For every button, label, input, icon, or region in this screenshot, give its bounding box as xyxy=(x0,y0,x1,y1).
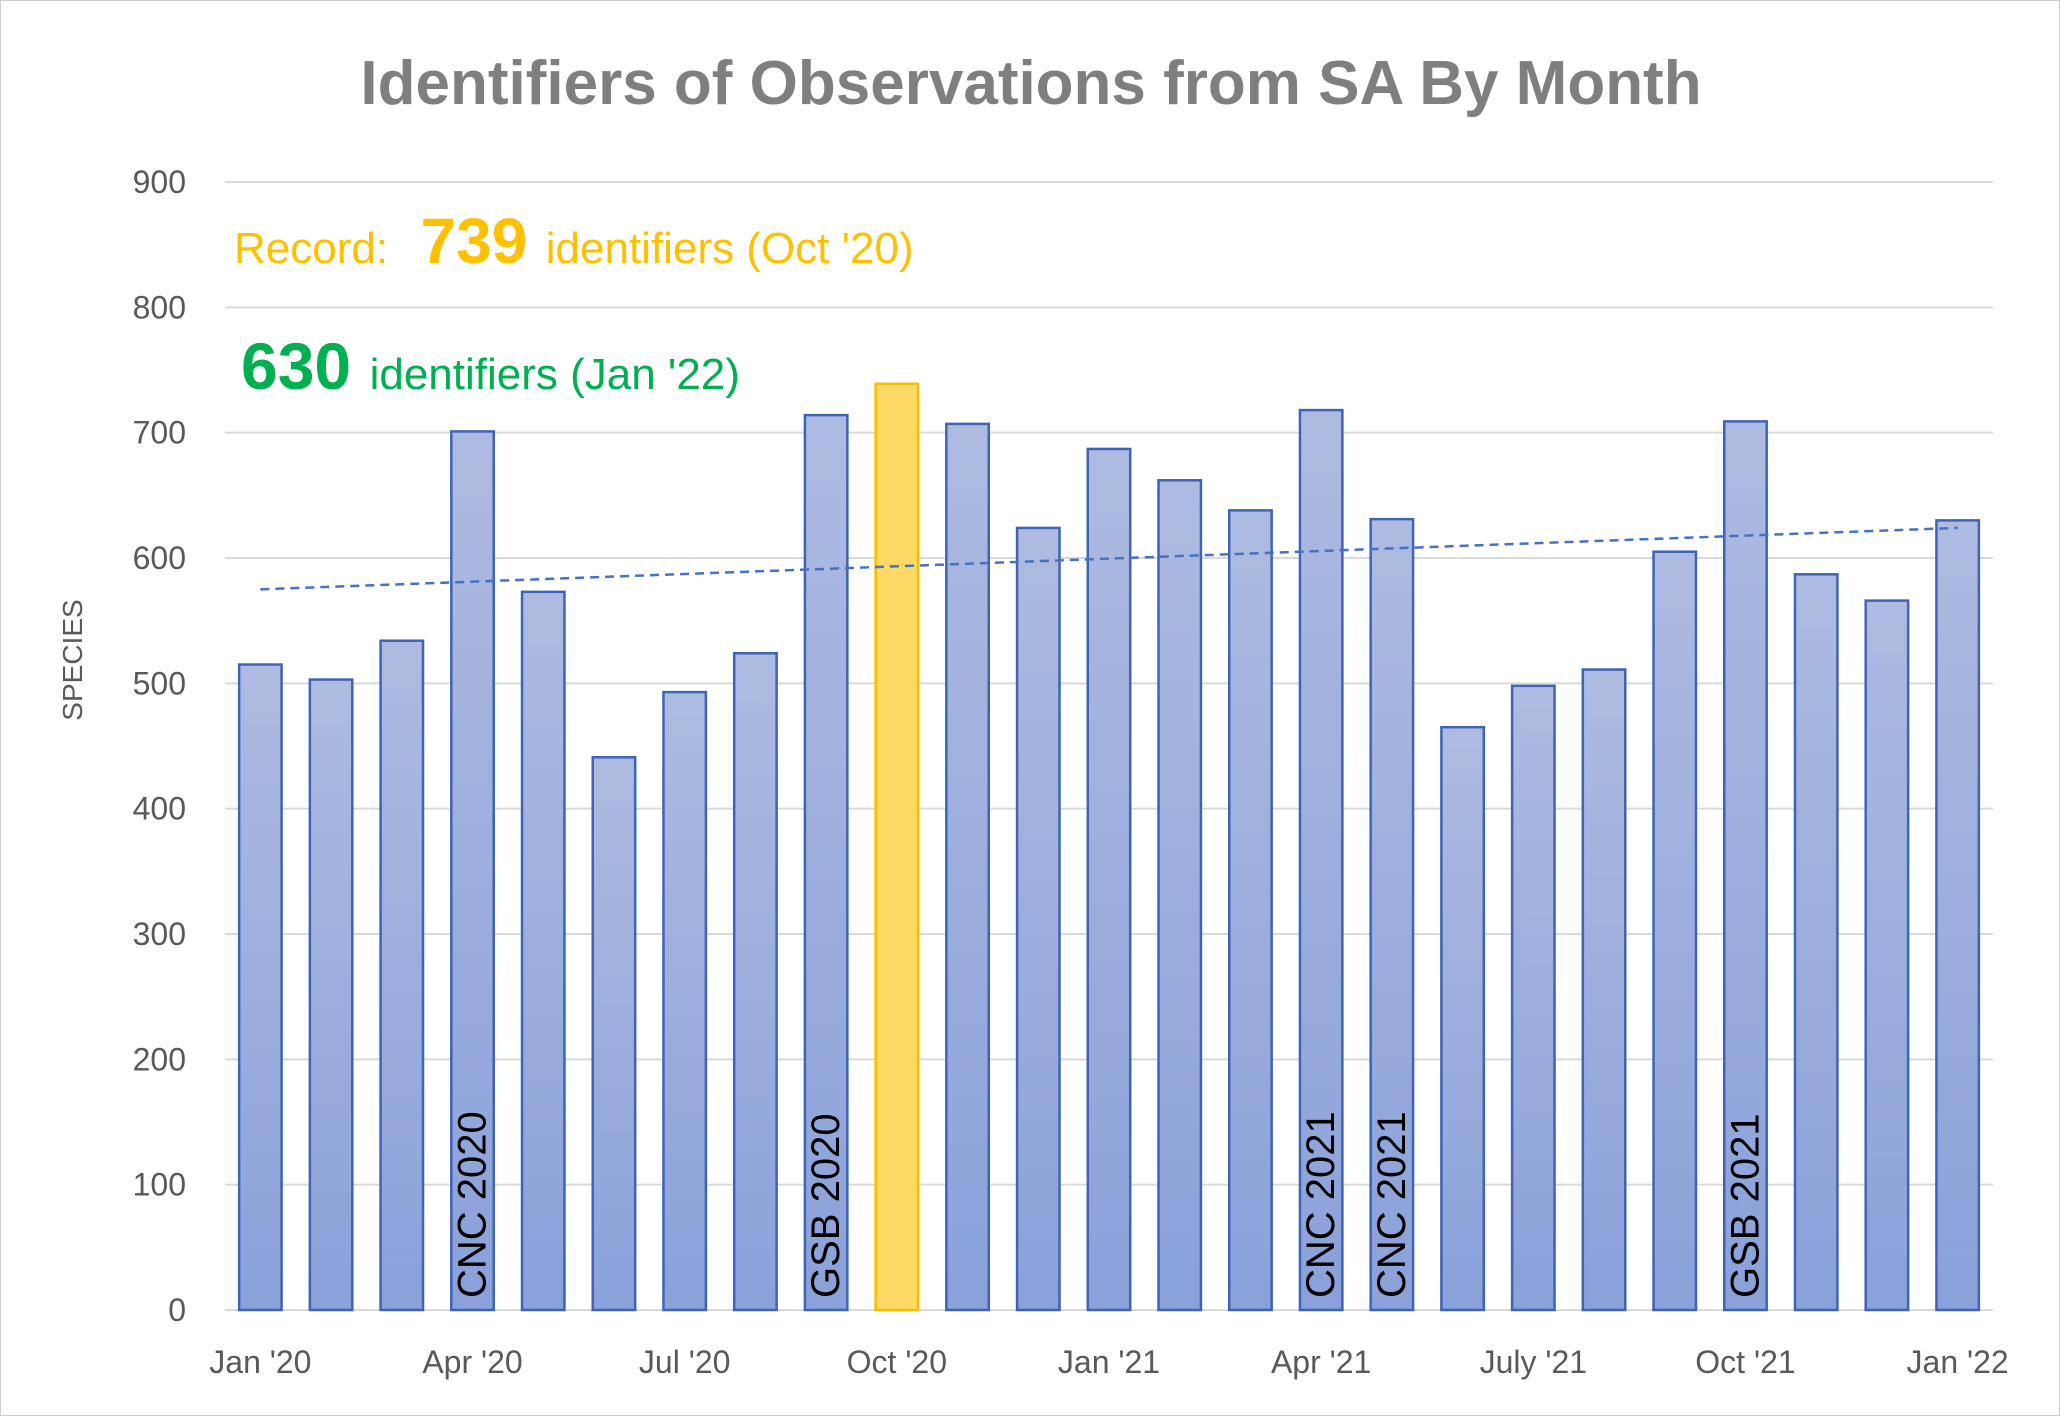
bar xyxy=(1793,573,1839,1312)
bar xyxy=(1086,447,1132,1312)
bar-highlight xyxy=(874,382,920,1312)
bar xyxy=(1864,599,1910,1312)
bar xyxy=(450,430,495,1312)
bar-annotation: GSB 2020 xyxy=(804,1113,848,1298)
bar xyxy=(1157,479,1203,1312)
bar xyxy=(732,652,778,1312)
x-tick-label: Jan '22 xyxy=(1907,1344,2009,1380)
bar xyxy=(803,413,849,1312)
x-tick-label: Oct '20 xyxy=(847,1344,947,1380)
x-tick-label: Apr '20 xyxy=(422,1344,522,1380)
bar xyxy=(1581,668,1627,1312)
chart-title: Identifiers of Observations from SA By M… xyxy=(360,49,1701,118)
bar-annotation: CNC 2021 xyxy=(1299,1111,1343,1298)
current-note-value: 630 xyxy=(241,329,351,403)
x-tick-label: Apr '21 xyxy=(1271,1344,1371,1380)
trendline-path xyxy=(260,526,1958,591)
y-tick-label: 900 xyxy=(133,164,186,200)
bar-annotation: CNC 2020 xyxy=(451,1111,495,1298)
bar xyxy=(591,756,637,1312)
bar xyxy=(1440,725,1486,1312)
x-tick-label: July '21 xyxy=(1480,1344,1588,1380)
record-note: Record: 739 identifiers (Oct '20) xyxy=(234,205,914,277)
bar xyxy=(945,422,991,1312)
bar xyxy=(379,639,425,1312)
bar xyxy=(1227,509,1273,1312)
y-tick-label: 200 xyxy=(133,1041,186,1077)
y-axis-tick-labels: 0 100 200 300 400 500 600 700 800 900 xyxy=(133,164,186,1328)
record-note-value: 739 xyxy=(421,205,528,277)
bar xyxy=(1298,408,1344,1312)
y-tick-label: 100 xyxy=(133,1167,186,1203)
x-axis-tick-labels: Jan '20 Apr '20 Jul '20 Oct '20 Jan '21 Apr '… xyxy=(209,1344,2008,1380)
y-axis-title: SPECIES xyxy=(57,599,88,720)
record-note-suffix: identifiers (Oct '20) xyxy=(546,224,914,273)
x-tick-label: Jan '20 xyxy=(209,1344,311,1380)
y-tick-label: 300 xyxy=(133,916,186,952)
bar-annotation: CNC 2021 xyxy=(1370,1111,1414,1298)
bar-annotations: CNC 2020 GSB 2020 CNC 2021 CNC 2021 GSB 2021 xyxy=(451,1111,1768,1298)
x-tick-label: Oct '21 xyxy=(1695,1344,1795,1380)
bar-annotation: GSB 2021 xyxy=(1723,1113,1767,1298)
bar xyxy=(520,590,566,1312)
y-tick-label: 800 xyxy=(133,289,186,325)
trendline xyxy=(260,526,1958,591)
bar xyxy=(1935,519,1981,1312)
y-tick-label: 500 xyxy=(133,665,186,701)
y-tick-label: 600 xyxy=(133,540,186,576)
y-tick-label: 400 xyxy=(133,791,186,827)
bar xyxy=(237,663,283,1312)
bar xyxy=(1652,550,1698,1312)
x-tick-label: Jan '21 xyxy=(1058,1344,1160,1380)
current-note: 630 identifiers (Jan '22) xyxy=(241,329,740,403)
bar xyxy=(1723,420,1768,1312)
record-note-prefix: Record: xyxy=(234,224,388,273)
bar xyxy=(662,690,708,1312)
bars xyxy=(237,382,1981,1312)
x-tick-label: Jul '20 xyxy=(639,1344,731,1380)
current-note-suffix: identifiers (Jan '22) xyxy=(370,350,740,399)
bar xyxy=(1369,517,1415,1312)
y-tick-label: 700 xyxy=(133,415,186,451)
bar xyxy=(1510,684,1556,1312)
bar xyxy=(308,678,354,1312)
bar xyxy=(1015,526,1061,1312)
y-tick-label: 0 xyxy=(168,1292,186,1328)
